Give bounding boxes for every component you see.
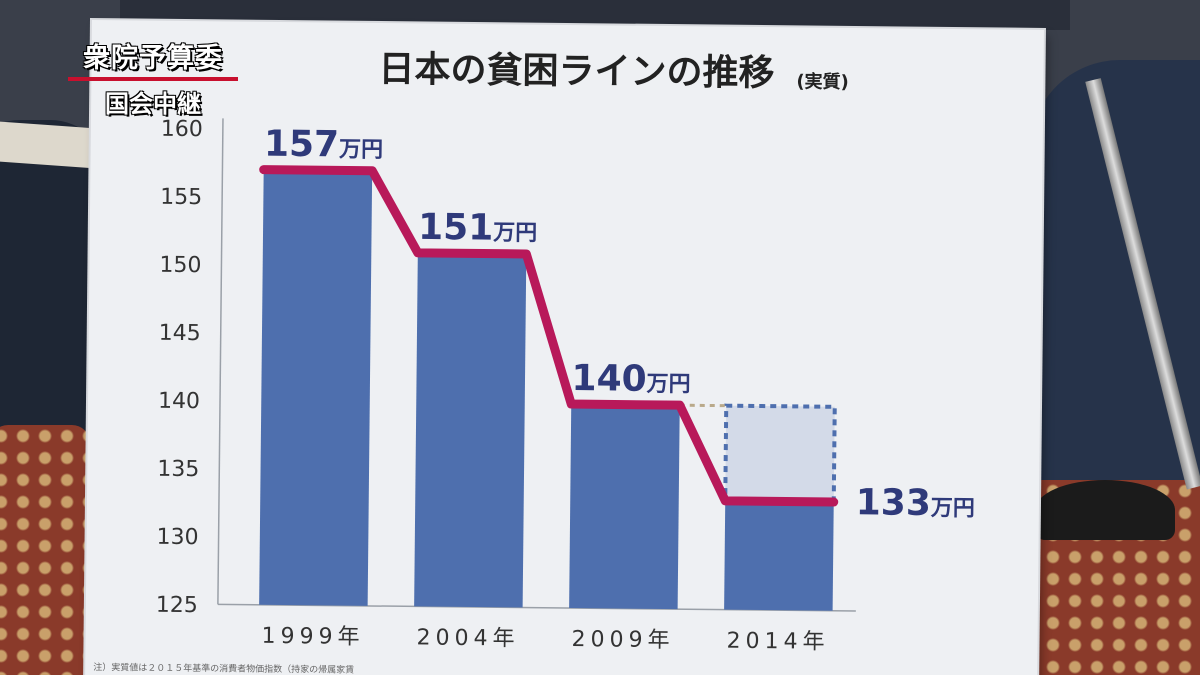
chart-footnote: 注）実質値は２０１５年基準の消費者物価指数（持家の帰属家賃 (93, 661, 354, 675)
value-label: 140万円 (571, 358, 691, 400)
bar-layer (259, 169, 837, 611)
trend-line (259, 165, 839, 507)
x-tick-label: 2009年 (571, 627, 674, 653)
value-label-number: 157 (264, 124, 340, 166)
bar-2004年 (414, 252, 527, 608)
y-tick-label: 145 (159, 321, 201, 346)
chart-title-note: (実質) (796, 70, 849, 93)
x-tick-label: 1999年 (261, 624, 364, 650)
value-label-number: 151 (418, 207, 494, 249)
bar-2014年 (724, 500, 834, 611)
program-subtitle: 国会中継 (105, 90, 201, 118)
value-label-number: 140 (571, 358, 647, 400)
program-name: 衆院予算委 (83, 43, 223, 74)
value-label-unit: 万円 (338, 137, 383, 162)
y-tick-label: 140 (158, 389, 200, 414)
x-tick-label: 2004年 (416, 625, 519, 651)
chart-board: 日本の貧困ラインの推移 (実質) 注）実質値は２０１５年基準の消費者物価指数（持… (84, 20, 1044, 675)
reference-box (723, 403, 837, 505)
background-paper (0, 121, 95, 169)
value-label-unit: 万円 (930, 496, 975, 521)
value-label: 151万円 (418, 207, 538, 249)
background-chair-left (0, 425, 90, 675)
y-tick-label: 160 (161, 117, 203, 142)
value-label: 157万円 (264, 124, 384, 166)
y-tick-label: 150 (159, 253, 201, 278)
line-layer (259, 165, 839, 507)
y-tick-label: 155 (160, 185, 202, 210)
y-axis-line (217, 118, 224, 605)
y-tick-label: 125 (156, 593, 198, 618)
y-tick-label: 130 (156, 525, 198, 550)
value-label-number: 133 (856, 482, 932, 524)
x-tick-label: 2014年 (726, 629, 829, 655)
chart-canvas: 日本の貧困ラインの推移 (実質) 注）実質値は２０１５年基準の消費者物価指数（持… (93, 49, 976, 675)
caption-divider (68, 77, 238, 81)
value-label-unit: 万円 (492, 221, 537, 246)
value-label: 133万円 (856, 482, 976, 524)
axis-layer: 125 130 135 140 145 150 155 160 1999年 2004年 2009年 2… (156, 117, 856, 655)
microphone-base (1035, 480, 1175, 540)
bar-2009年 (569, 404, 680, 610)
value-label-unit: 万円 (645, 372, 690, 397)
broadcast-caption: 衆院予算委 国会中継 (68, 36, 238, 119)
y-tick-label: 135 (157, 457, 199, 482)
bar-1999年 (259, 169, 373, 606)
chart-title: 日本の貧困ラインの推移 (378, 49, 774, 94)
